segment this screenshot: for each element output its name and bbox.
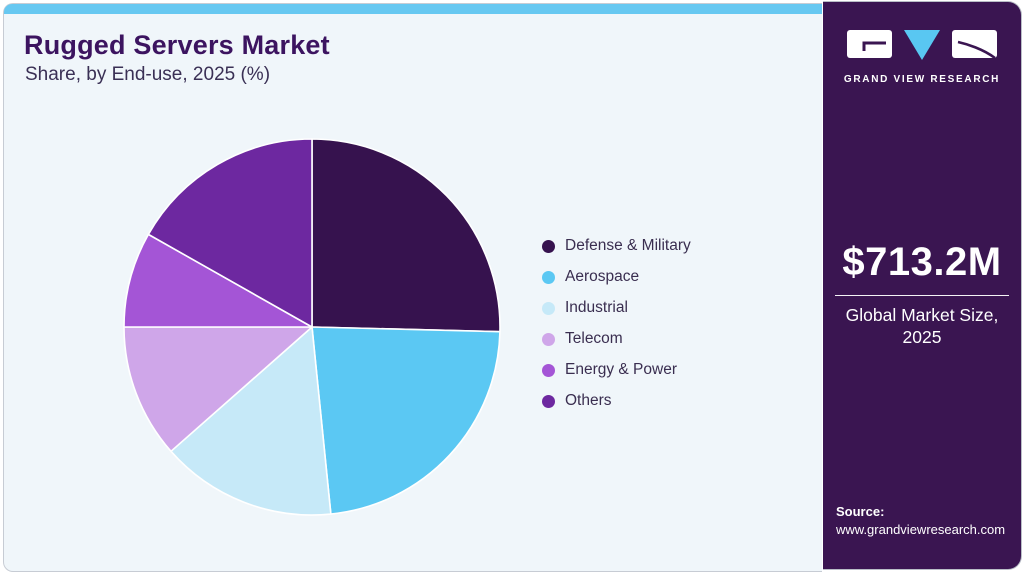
legend-swatch-icon bbox=[542, 332, 555, 346]
legend-label: Industrial bbox=[565, 299, 628, 316]
pie-slice-5 bbox=[147, 138, 313, 328]
legend-swatch-icon bbox=[542, 363, 555, 377]
gvr-logo-icon bbox=[847, 30, 997, 60]
brand-name: GRAND VIEW RESEARCH bbox=[843, 74, 1001, 85]
page-subtitle: Share, by End-use, 2025 (%) bbox=[25, 64, 271, 85]
sidebar: GRAND VIEW RESEARCH $713.2M Global Marke… bbox=[823, 1, 1022, 570]
legend-item-aerospace: Aerospace bbox=[542, 268, 691, 286]
legend-item-industrial: Industrial bbox=[542, 299, 691, 317]
legend: Defense & Military Aerospace Industrial … bbox=[542, 237, 691, 410]
pie-slice-0 bbox=[311, 138, 501, 333]
market-size-label: Global Market Size, 2025 bbox=[845, 305, 999, 347]
legend-label: Others bbox=[565, 392, 612, 409]
source-block: Source: www.grandviewresearch.com bbox=[836, 503, 1005, 539]
legend-item-defense-military: Defense & Military bbox=[542, 237, 691, 255]
legend-swatch-icon bbox=[542, 239, 555, 253]
market-size-value: $713.2M bbox=[842, 240, 1002, 284]
pie-chart-svg bbox=[123, 138, 501, 516]
legend-label: Telecom bbox=[565, 330, 623, 347]
market-size-block: $713.2M Global Market Size, 2025 bbox=[823, 240, 1021, 348]
legend-item-energy-power: Energy & Power bbox=[542, 361, 691, 379]
legend-item-telecom: Telecom bbox=[542, 330, 691, 348]
pie-chart bbox=[117, 132, 507, 522]
pie-slice-3 bbox=[123, 326, 313, 453]
pie-slice-1 bbox=[311, 326, 501, 515]
legend-swatch-icon bbox=[542, 270, 555, 284]
source-url: www.grandviewresearch.com bbox=[836, 522, 1006, 537]
legend-label: Aerospace bbox=[565, 268, 640, 285]
source-label: Source: bbox=[836, 504, 885, 519]
legend-item-others: Others bbox=[542, 392, 691, 410]
pie-slice-2 bbox=[170, 326, 332, 516]
legend-label: Defense & Military bbox=[565, 237, 691, 254]
brand-logo: GRAND VIEW RESEARCH bbox=[823, 28, 1021, 85]
legend-label: Energy & Power bbox=[565, 361, 677, 378]
page-title: Rugged Servers Market bbox=[24, 30, 330, 60]
divider bbox=[835, 295, 1009, 296]
legend-swatch-icon bbox=[542, 301, 555, 315]
chart-card: Rugged Servers Market Share, by End-use,… bbox=[3, 3, 822, 572]
top-accent-bar bbox=[4, 4, 822, 14]
legend-swatch-icon bbox=[542, 394, 555, 408]
pie-slice-4 bbox=[123, 233, 313, 328]
